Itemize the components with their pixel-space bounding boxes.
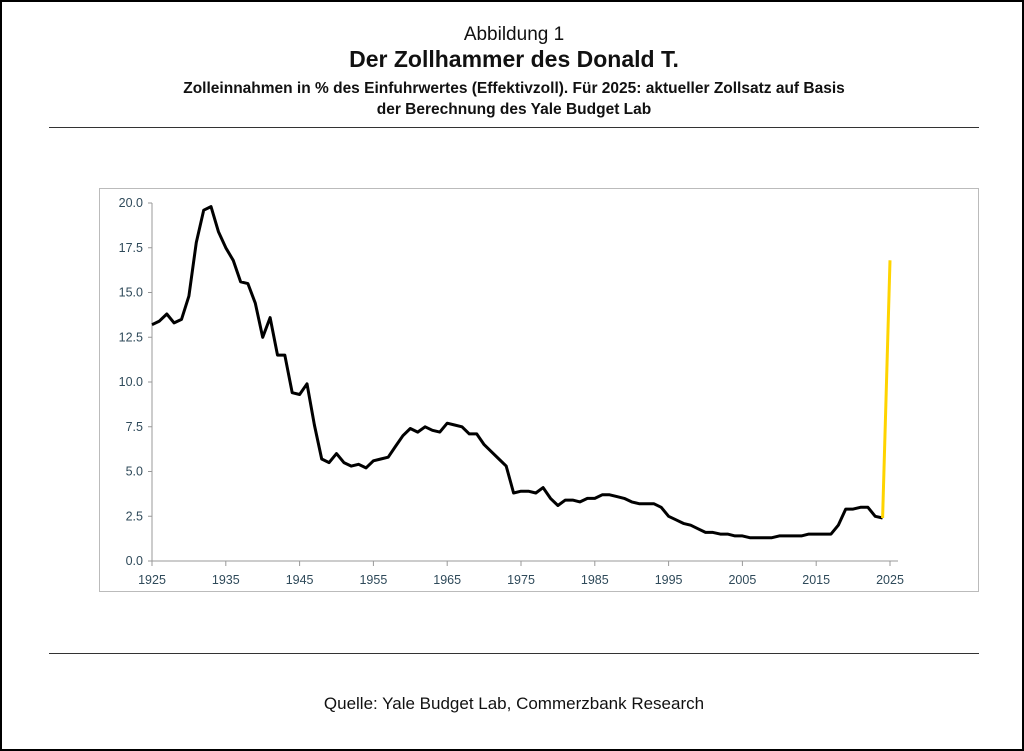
x-tick-label: 1925 [138,573,166,587]
chart-subtitle-line1: Zolleinnahmen in % des Einfuhrwertes (Ef… [183,80,845,97]
series-2025-line [881,260,892,519]
x-tick-label: 1995 [655,573,683,587]
figure-label: Abbildung 1 [463,24,565,45]
x-tick-label: 1935 [212,573,240,587]
x-tick-label: 2025 [876,573,904,587]
x-tick-label: 1945 [286,573,314,587]
y-tick-label: 5.0 [126,465,143,479]
y-tick-label: 20.0 [119,196,143,210]
chart-title: Der Zollhammer des Donald T. [349,46,679,72]
x-tick-label: 1975 [507,573,535,587]
y-tick-label: 10.0 [119,375,143,389]
x-tick-label: 1965 [433,573,461,587]
x-tick-label: 1955 [359,573,387,587]
y-tick-label: 15.0 [119,286,143,300]
chart-subtitle-line2: der Berechnung des Yale Budget Lab [376,101,652,118]
x-tick-label: 2015 [802,573,830,587]
x-tick-label: 1985 [581,573,609,587]
y-tick-label: 17.5 [119,241,143,255]
y-tick-label: 7.5 [126,420,143,434]
source-note: Quelle: Yale Budget Lab, Commerzbank Res… [323,694,705,713]
series-tariff-line [151,205,883,540]
chart-frame [99,188,979,592]
top-divider [49,127,979,128]
y-tick-label: 12.5 [119,330,143,344]
bottom-divider [49,653,979,654]
y-tick-label: 0.0 [126,554,143,568]
y-tick-label: 2.5 [126,509,143,523]
x-tick-label: 2005 [728,573,756,587]
